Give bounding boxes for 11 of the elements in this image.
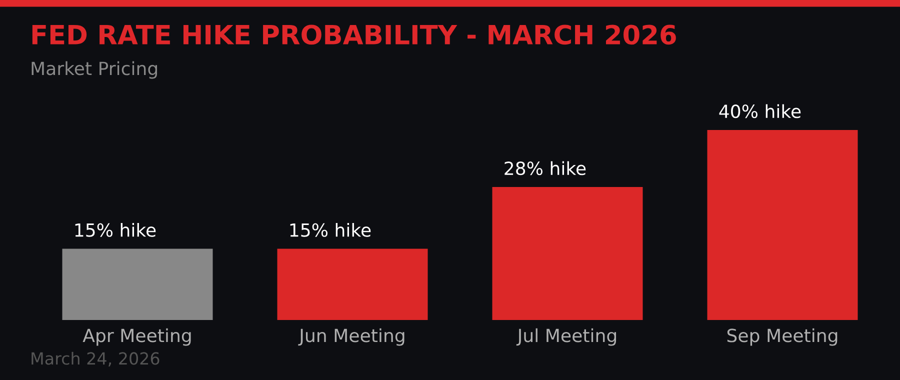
x-tick-label: Jul Meeting bbox=[516, 328, 616, 346]
data-label: 40% hike bbox=[719, 104, 801, 118]
chart-subtitle: Market Pricing bbox=[32, 61, 158, 79]
x-tick-label: Sep Meeting bbox=[727, 328, 838, 346]
x-tick-label: Jun Meeting bbox=[298, 328, 404, 346]
text: March 24, 2026 bbox=[32, 352, 160, 366]
chart-title: FED RATE HIKE PROBABILITY - MARCH 2026 bbox=[32, 24, 676, 45]
data-label: 15% hike bbox=[75, 222, 156, 237]
data-label: 15% hike bbox=[290, 222, 371, 237]
data-label: 28% hike bbox=[504, 161, 586, 176]
x-tick-label: Apr Meeting bbox=[82, 328, 191, 346]
